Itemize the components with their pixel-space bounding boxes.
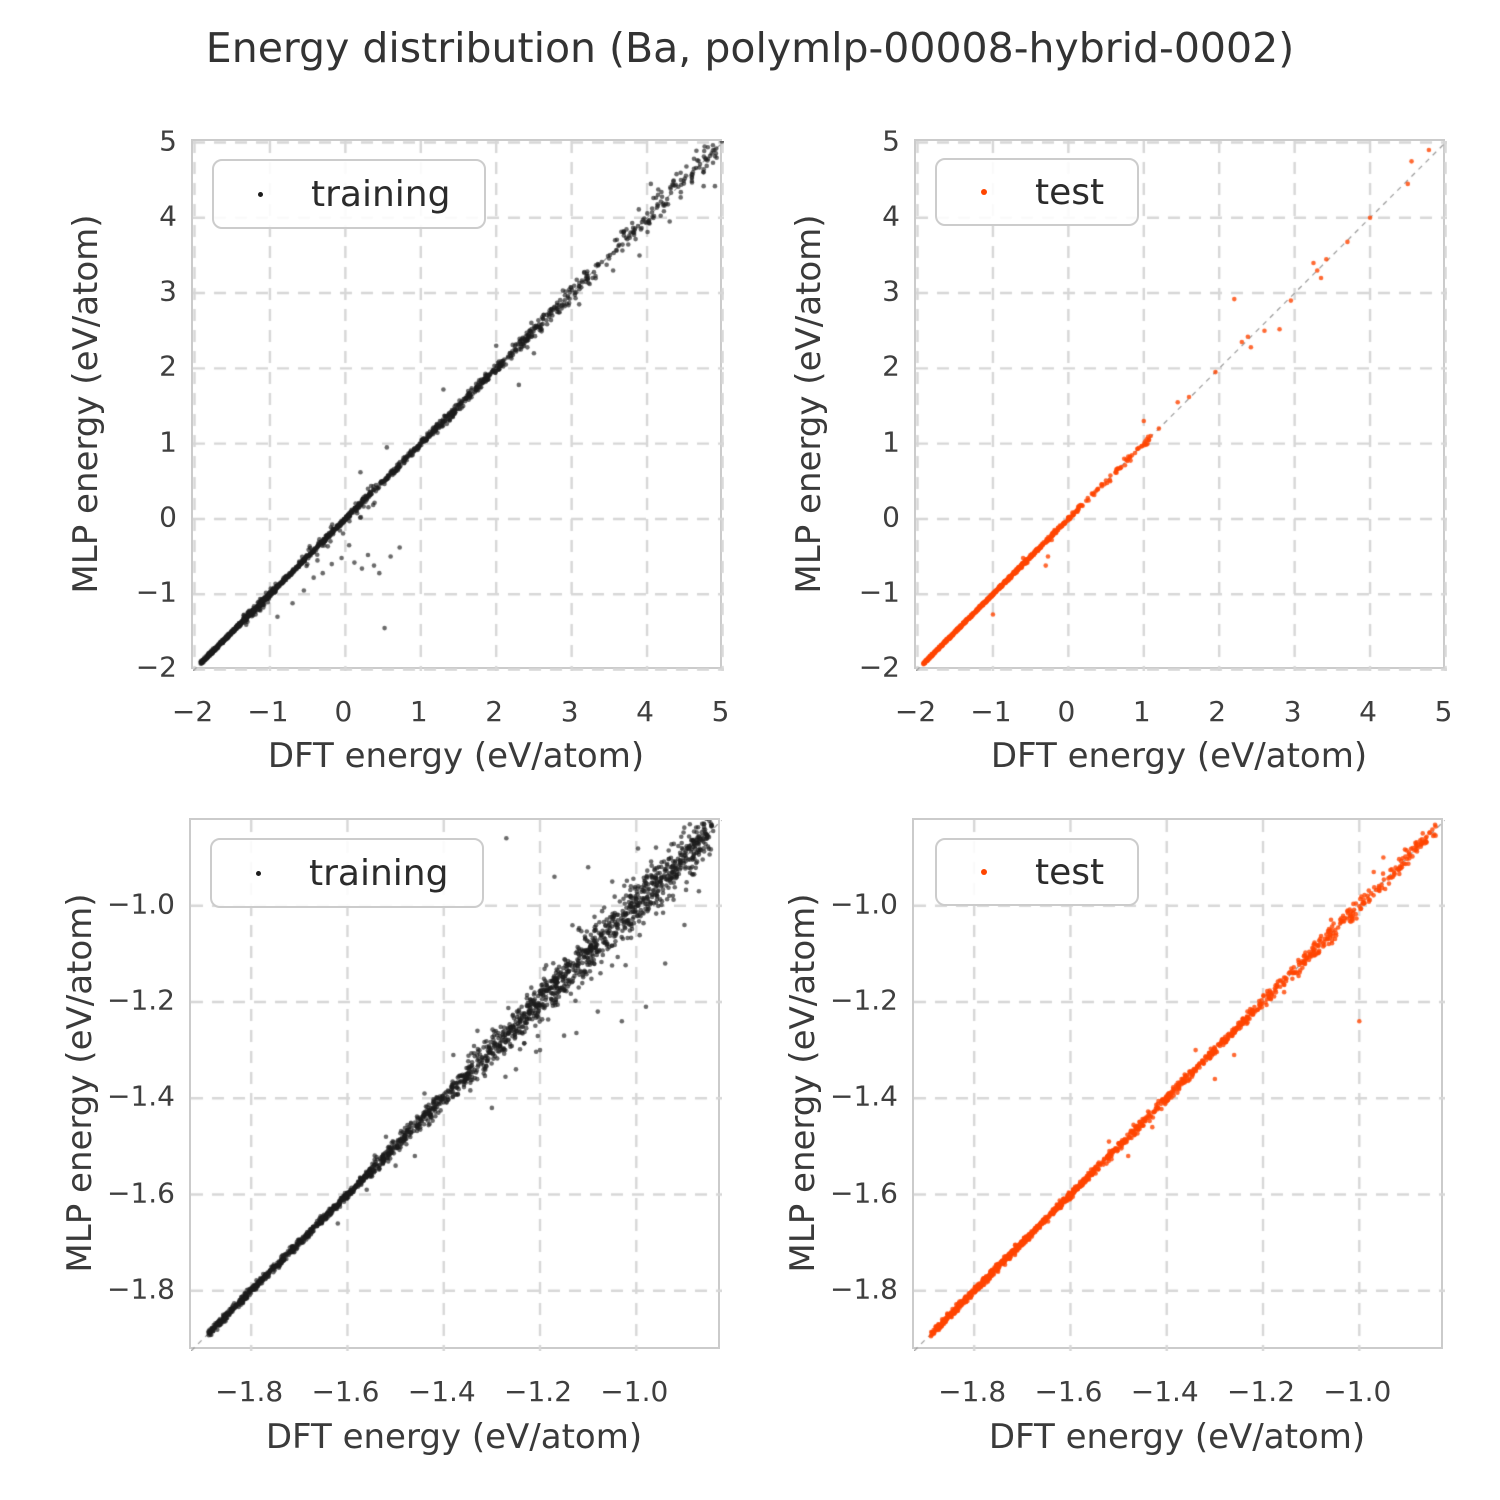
y-tick-label: −1.6 — [107, 1176, 175, 1210]
legend-label: test — [1035, 171, 1105, 213]
x-tick-label: −1 — [247, 695, 289, 728]
figure-title: Energy distribution (Ba, polymlp-00008-h… — [205, 24, 1295, 72]
y-tick-label: −1.2 — [830, 983, 898, 1017]
legend-bottom-right: test — [935, 838, 1139, 906]
x-tick-label: −1.2 — [1227, 1375, 1296, 1408]
y-tick-label: −1.0 — [107, 887, 175, 921]
y-tick-label: −2 — [858, 650, 900, 684]
y-tick-label: 4 — [882, 199, 900, 233]
x-tick-label: 5 — [1434, 695, 1453, 728]
y-tick-label: −2 — [135, 650, 177, 684]
x-tick-label: 3 — [560, 695, 579, 728]
y-tick-label: 4 — [159, 199, 177, 233]
x-tick-label: 1 — [409, 695, 428, 728]
y-tick-label: −1.0 — [830, 887, 898, 921]
legend-label: test — [1035, 851, 1105, 893]
y-axis-label-top-left: MLP energy (eV/atom) — [66, 214, 106, 594]
y-tick-label: 3 — [882, 274, 900, 308]
x-tick-label: −1.0 — [1323, 1375, 1392, 1408]
x-tick-label: −1.8 — [938, 1375, 1007, 1408]
y-tick-label: −1 — [135, 575, 177, 609]
x-tick-label: 0 — [334, 695, 353, 728]
x-tick-label: 4 — [1359, 695, 1377, 728]
y-tick-label: −1.4 — [107, 1079, 175, 1113]
x-tick-label: 3 — [1283, 695, 1302, 728]
y-axis-label-bottom-right: MLP energy (eV/atom) — [783, 893, 823, 1273]
x-tick-label: −2 — [171, 695, 214, 728]
legend-label: training — [309, 852, 449, 894]
scatter-canvas-bottom-right — [914, 820, 1445, 1351]
x-tick-label: −1.8 — [215, 1375, 284, 1408]
x-tick-label: −1.0 — [600, 1375, 669, 1408]
y-tick-label: −1.4 — [830, 1079, 898, 1113]
test-marker-icon — [981, 869, 987, 875]
y-tick-label: 3 — [159, 274, 177, 308]
scatter-canvas-top-left — [193, 141, 724, 671]
y-tick-label: 1 — [159, 425, 177, 459]
x-tick-label: −1.6 — [311, 1375, 380, 1408]
x-axis-label-bottom-left: DFT energy (eV/atom) — [265, 1417, 643, 1457]
y-tick-label: 1 — [882, 425, 900, 459]
y-tick-label: −1.6 — [830, 1176, 898, 1210]
x-tick-label: 1 — [1132, 695, 1151, 728]
test-marker-icon — [981, 189, 987, 195]
x-tick-label: −1.6 — [1034, 1375, 1103, 1408]
x-tick-label: 0 — [1057, 695, 1076, 728]
x-tick-label: 5 — [711, 695, 730, 728]
legend-bottom-left: training — [210, 838, 484, 908]
y-tick-label: −1.8 — [107, 1272, 175, 1306]
training-marker-icon — [258, 191, 263, 197]
x-tick-label: −1 — [970, 695, 1012, 728]
training-marker-icon — [256, 870, 261, 876]
x-tick-label: −1.4 — [1130, 1375, 1199, 1408]
legend-top-left: training — [212, 159, 486, 229]
scatter-canvas-bottom-left — [191, 820, 722, 1351]
y-axis-label-top-right: MLP energy (eV/atom) — [789, 214, 829, 594]
y-tick-label: 2 — [159, 349, 177, 383]
y-tick-label: 5 — [159, 124, 177, 157]
x-tick-label: −1.2 — [504, 1375, 573, 1408]
x-tick-label: 4 — [636, 695, 654, 728]
panel-top-right-test — [914, 139, 1447, 671]
legend-label: training — [311, 173, 451, 215]
panel-bottom-right-test-zoom — [912, 818, 1445, 1351]
y-tick-label: 2 — [882, 349, 900, 383]
x-tick-label: 2 — [1208, 695, 1227, 728]
x-axis-label-bottom-right: DFT energy (eV/atom) — [988, 1417, 1366, 1457]
legend-top-right: test — [935, 158, 1139, 226]
x-axis-label-top-right: DFT energy (eV/atom) — [990, 736, 1368, 776]
y-tick-label: 5 — [882, 124, 900, 157]
y-tick-label: −1.2 — [107, 983, 175, 1017]
x-axis-label-top-left: DFT energy (eV/atom) — [267, 736, 645, 776]
x-tick-label: −2 — [894, 695, 937, 728]
x-tick-label: −1.4 — [407, 1375, 476, 1408]
y-tick-label: 0 — [159, 500, 177, 534]
y-axis-label-bottom-left: MLP energy (eV/atom) — [60, 893, 100, 1273]
y-tick-label: −1 — [858, 575, 900, 609]
y-tick-label: 0 — [882, 500, 900, 534]
x-tick-label: 2 — [485, 695, 504, 728]
y-tick-label: −1.8 — [830, 1272, 898, 1306]
scatter-canvas-top-right — [916, 141, 1447, 671]
